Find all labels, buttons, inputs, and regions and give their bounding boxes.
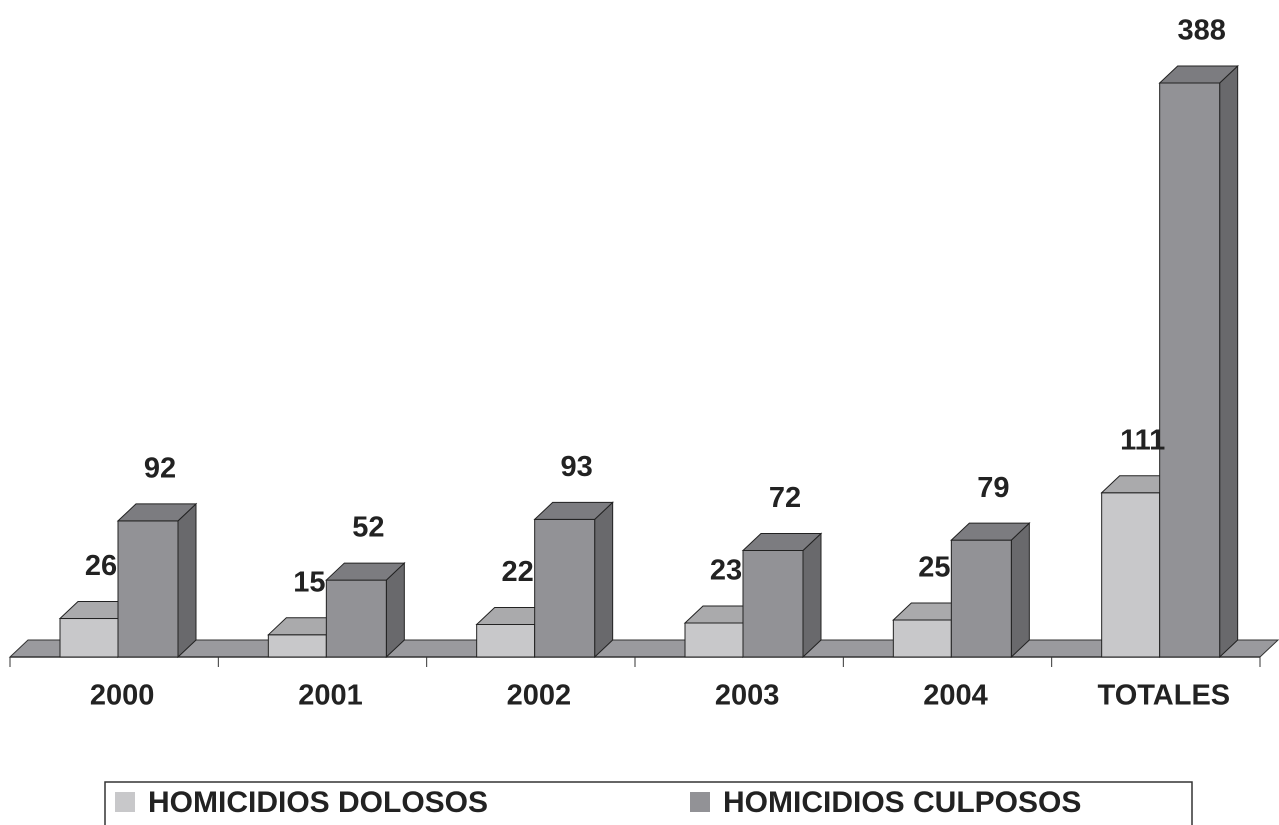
value-label: 388 xyxy=(1177,15,1225,47)
legend-label: HOMICIDIOS CULPOSOS xyxy=(723,786,1081,819)
bar xyxy=(1101,492,1161,658)
legend-box xyxy=(104,781,1193,825)
floor-top xyxy=(8,639,1279,658)
value-label: 72 xyxy=(769,482,801,514)
bar xyxy=(534,518,596,658)
x-tick-label: 2003 xyxy=(715,680,780,712)
value-label: 93 xyxy=(561,451,593,483)
bar-top xyxy=(325,562,406,581)
floor xyxy=(8,639,1279,667)
bar-top xyxy=(533,501,614,520)
bar-top xyxy=(741,532,823,551)
value-label: 79 xyxy=(977,472,1009,504)
bar xyxy=(59,618,119,658)
value-label: 23 xyxy=(710,555,742,587)
bar xyxy=(892,619,952,658)
bars xyxy=(58,64,1239,659)
x-tick-label: 2004 xyxy=(923,680,988,712)
bar-side xyxy=(1219,64,1239,659)
x-tick-label: 2001 xyxy=(298,680,363,712)
bar xyxy=(476,623,536,658)
bar xyxy=(267,634,327,658)
value-label: 25 xyxy=(918,552,950,584)
bar-side xyxy=(1010,521,1030,659)
bar-side xyxy=(177,502,197,659)
x-tick-label: 2000 xyxy=(90,680,155,712)
bar-side xyxy=(594,501,614,659)
value-label: 26 xyxy=(85,550,117,582)
bar xyxy=(742,549,804,658)
bar-side xyxy=(802,532,822,659)
bar-top xyxy=(1158,65,1239,84)
bar xyxy=(117,520,179,658)
value-label: 52 xyxy=(352,512,384,544)
bar-top xyxy=(950,522,1031,541)
legend-label: HOMICIDIOS DOLOSOS xyxy=(148,786,488,819)
bar xyxy=(1159,82,1221,658)
value-label: 15 xyxy=(293,566,325,598)
bar xyxy=(950,539,1012,658)
x-tick-label: TOTALES xyxy=(1098,680,1231,712)
bar xyxy=(325,579,387,658)
bar-top xyxy=(116,503,198,522)
legend-swatch xyxy=(115,792,135,812)
value-label: 111 xyxy=(1120,424,1165,456)
legend-swatch xyxy=(690,792,710,812)
bar xyxy=(684,622,744,658)
value-label: 22 xyxy=(502,556,534,588)
value-label: 92 xyxy=(144,453,176,485)
x-tick-label: 2002 xyxy=(507,680,572,712)
